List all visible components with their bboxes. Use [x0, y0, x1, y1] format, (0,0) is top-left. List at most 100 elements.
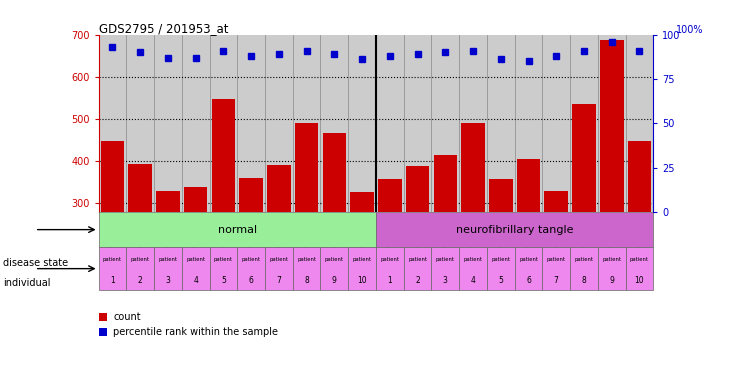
Bar [515, 247, 542, 290]
Text: patient: patient [491, 257, 510, 262]
Bar [404, 35, 431, 212]
Text: disease state: disease state [3, 258, 68, 268]
Bar [323, 132, 346, 330]
Bar [210, 247, 237, 290]
Text: 4: 4 [471, 276, 475, 285]
Text: 4: 4 [193, 276, 198, 285]
Bar [265, 35, 293, 212]
Text: patient: patient [242, 257, 261, 262]
Bar [378, 179, 402, 330]
Bar [487, 35, 515, 212]
Text: 10: 10 [357, 276, 367, 285]
Text: patient: patient [131, 257, 150, 262]
Text: 1: 1 [110, 276, 115, 285]
Bar [182, 35, 210, 212]
Text: 10: 10 [634, 276, 645, 285]
Bar [489, 179, 512, 330]
Bar [431, 247, 459, 290]
Text: 8: 8 [304, 276, 309, 285]
Text: patient: patient [630, 257, 649, 262]
Bar [126, 247, 154, 290]
Text: patient: patient [547, 257, 566, 262]
Text: 8: 8 [582, 276, 586, 285]
Bar [431, 35, 459, 212]
Bar [434, 155, 457, 330]
Bar [126, 35, 154, 212]
Bar [376, 212, 653, 247]
Text: 5: 5 [221, 276, 226, 285]
Text: percentile rank within the sample: percentile rank within the sample [113, 327, 278, 337]
Text: neurofibrillary tangle: neurofibrillary tangle [456, 225, 573, 235]
Bar [237, 247, 265, 290]
Bar [99, 212, 376, 247]
Bar [239, 178, 263, 330]
Bar [515, 35, 542, 212]
Text: patient: patient [325, 257, 344, 262]
Bar [295, 123, 318, 330]
Bar [101, 141, 124, 330]
Text: 9: 9 [332, 276, 337, 285]
Bar [626, 247, 653, 290]
Text: patient: patient [269, 257, 288, 262]
Text: patient: patient [186, 257, 205, 262]
Text: 3: 3 [443, 276, 447, 285]
Bar [598, 247, 626, 290]
Text: patient: patient [353, 257, 372, 262]
Bar [600, 40, 623, 330]
Bar [626, 35, 653, 212]
Text: 5: 5 [499, 276, 503, 285]
Bar [406, 166, 429, 330]
Bar [350, 192, 374, 330]
Bar [348, 35, 376, 212]
Text: 3: 3 [166, 276, 170, 285]
Text: 2: 2 [138, 276, 142, 285]
Bar [459, 247, 487, 290]
Bar [376, 247, 404, 290]
Text: patient: patient [380, 257, 399, 262]
Text: patient: patient [158, 257, 177, 262]
Bar [320, 35, 348, 212]
Bar [542, 247, 570, 290]
Bar [267, 165, 291, 330]
Bar [156, 191, 180, 330]
Bar [572, 104, 596, 330]
Bar [348, 247, 376, 290]
Text: patient: patient [464, 257, 483, 262]
Bar [128, 164, 152, 330]
Text: patient: patient [436, 257, 455, 262]
Text: 100%: 100% [675, 25, 703, 35]
Bar [570, 247, 598, 290]
Text: normal: normal [218, 225, 257, 235]
Bar [459, 35, 487, 212]
Text: patient: patient [103, 257, 122, 262]
Bar [99, 247, 126, 290]
Bar [154, 35, 182, 212]
Bar [293, 35, 320, 212]
Text: 6: 6 [249, 276, 253, 285]
Text: patient: patient [408, 257, 427, 262]
Text: 7: 7 [277, 276, 281, 285]
Bar [570, 35, 598, 212]
Bar [154, 247, 182, 290]
Bar [517, 159, 540, 330]
Bar [628, 141, 651, 330]
Text: patient: patient [602, 257, 621, 262]
Text: 7: 7 [554, 276, 558, 285]
Bar [212, 99, 235, 330]
Bar [487, 247, 515, 290]
Text: count: count [113, 312, 141, 322]
Bar [293, 247, 320, 290]
Bar [265, 247, 293, 290]
Text: patient: patient [297, 257, 316, 262]
Bar [461, 123, 485, 330]
Bar [376, 35, 404, 212]
Bar [99, 35, 126, 212]
Text: 9: 9 [610, 276, 614, 285]
Bar [545, 191, 568, 330]
Text: patient: patient [214, 257, 233, 262]
Bar [598, 35, 626, 212]
Bar [184, 187, 207, 330]
Text: individual: individual [3, 278, 50, 288]
Text: GDS2795 / 201953_at: GDS2795 / 201953_at [99, 22, 228, 35]
Bar [210, 35, 237, 212]
